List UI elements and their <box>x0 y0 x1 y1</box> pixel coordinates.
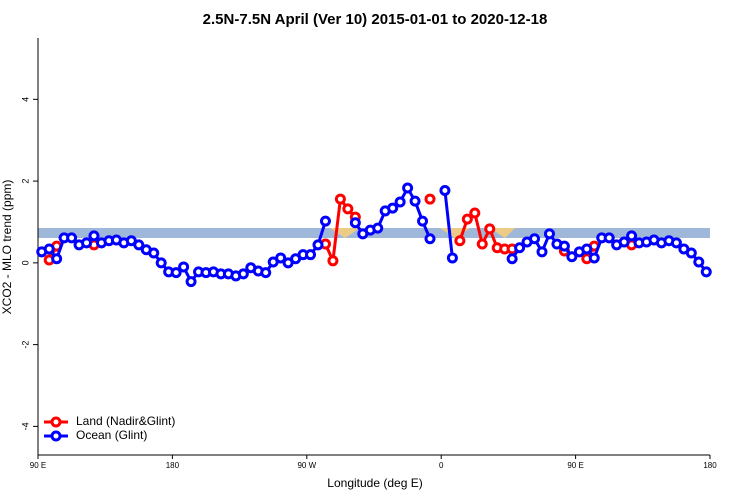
data-point <box>454 235 466 247</box>
data-point <box>402 182 414 194</box>
data-point <box>529 233 541 245</box>
x-tick-label: 0 <box>439 461 444 470</box>
data-point <box>693 256 705 268</box>
data-point <box>439 184 451 196</box>
data-point <box>334 193 346 205</box>
x-tick-label: 90 W <box>297 461 316 470</box>
data-point <box>618 236 630 248</box>
y-tick-label: -2 <box>20 341 30 349</box>
data-point <box>133 239 145 251</box>
data-point <box>43 243 55 255</box>
y-tick-label: 0 <box>20 260 30 265</box>
data-point <box>342 203 354 215</box>
y-tick-label: 2 <box>20 179 30 184</box>
data-point <box>506 253 518 265</box>
data-point <box>603 232 615 244</box>
data-point <box>327 255 339 267</box>
data-point <box>260 267 272 279</box>
data-point <box>581 243 593 255</box>
data-point <box>148 247 160 259</box>
legend-label: Ocean (Glint) <box>76 428 147 442</box>
data-point <box>626 230 638 242</box>
data-point <box>81 237 93 249</box>
data-point <box>185 276 197 288</box>
data-point <box>394 196 406 208</box>
data-point <box>237 268 249 280</box>
x-axis-label: Longitude (deg E) <box>327 476 422 490</box>
data-point <box>170 267 182 279</box>
data-point <box>409 195 421 207</box>
data-point <box>305 249 317 261</box>
y-tick-label: 4 <box>20 97 30 102</box>
legend-marker <box>50 416 62 428</box>
x-tick-label: 180 <box>703 461 717 470</box>
data-point <box>536 246 548 258</box>
data-point <box>461 213 473 225</box>
data-point <box>51 253 63 265</box>
data-point <box>66 232 78 244</box>
x-tick-label: 90 E <box>30 461 46 470</box>
reference-shade <box>440 228 470 238</box>
data-point <box>700 266 712 278</box>
data-point <box>670 237 682 249</box>
data-point <box>372 222 384 234</box>
data-point <box>685 247 697 259</box>
data-point <box>387 202 399 214</box>
legend-label: Land (Nadir&Glint) <box>76 414 175 428</box>
data-point <box>178 261 190 273</box>
data-point <box>566 251 578 263</box>
x-tick-label: 90 E <box>567 461 583 470</box>
data-point <box>469 207 481 219</box>
data-point <box>155 257 167 269</box>
y-axis-label: XCO2 - MLO trend (ppm) <box>0 180 14 315</box>
data-point <box>275 252 287 264</box>
data-point <box>349 217 361 229</box>
data-point <box>588 252 600 264</box>
legend-marker <box>50 430 62 442</box>
data-point <box>417 215 429 227</box>
data-point <box>424 233 436 245</box>
chart-title: 2.5N-7.5N April (Ver 10) 2015-01-01 to 2… <box>203 11 548 28</box>
data-point <box>514 242 526 254</box>
reference-shade <box>490 228 515 238</box>
x-tick-label: 180 <box>166 461 180 470</box>
data-point <box>446 252 458 264</box>
data-point <box>476 238 488 250</box>
data-point <box>543 228 555 240</box>
data-point <box>312 239 324 251</box>
data-point <box>424 193 436 205</box>
data-point <box>88 230 100 242</box>
data-point <box>319 215 331 227</box>
data-point <box>484 223 496 235</box>
data-point <box>558 240 570 252</box>
y-tick-label: -4 <box>20 422 30 430</box>
